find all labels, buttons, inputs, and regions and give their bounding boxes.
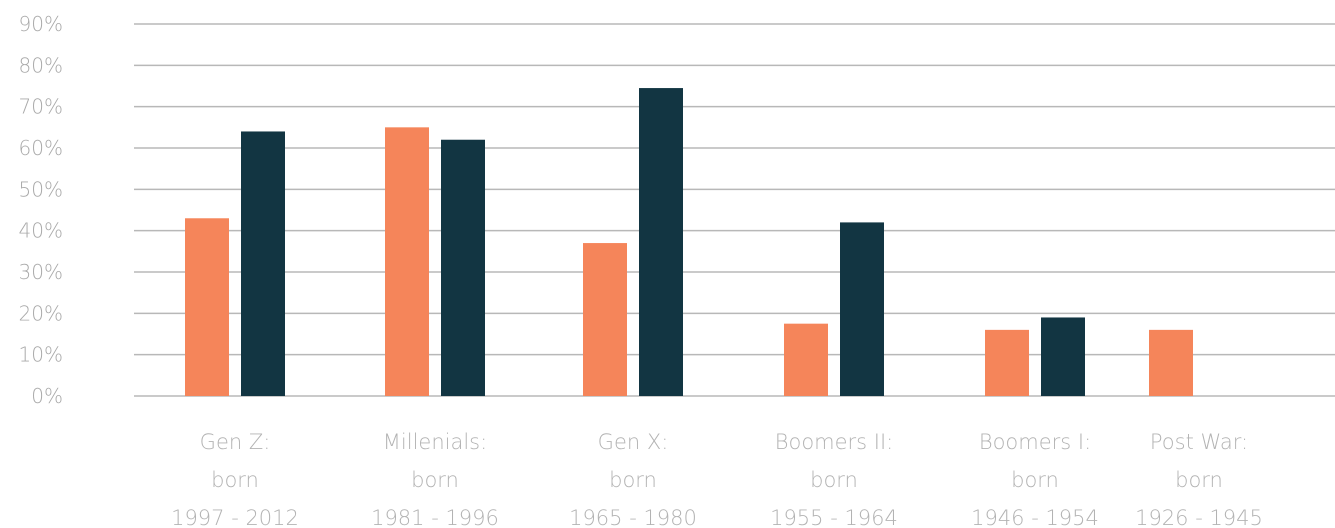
x-category-label: 1946 - 1954	[971, 506, 1099, 528]
x-category-label: 1955 - 1964	[770, 506, 898, 528]
bars	[185, 88, 1193, 397]
y-tick-label: 80%	[19, 53, 63, 77]
x-category-label: born	[810, 468, 858, 492]
x-category-label: 1926 - 1945	[1135, 506, 1263, 528]
gridlines	[134, 23, 1335, 397]
bar-series-2-category-5	[1041, 317, 1085, 396]
x-category-label: Boomers II:	[775, 430, 894, 454]
y-tick-label: 10%	[19, 343, 63, 367]
bar-series-1-category-3	[583, 243, 627, 396]
bar-series-2-category-1	[241, 131, 285, 396]
x-category-label: Post War:	[1150, 430, 1248, 454]
bar-series-2-category-3	[639, 88, 683, 397]
x-category-label: born	[609, 468, 657, 492]
bar-series-1-category-1	[185, 218, 229, 396]
bar-series-1-category-2	[385, 127, 429, 396]
x-category-label: Gen X:	[598, 430, 669, 454]
x-category-label: Millenials:	[383, 430, 487, 454]
y-tick-label: 20%	[19, 301, 63, 325]
x-category-label: 1965 - 1980	[569, 506, 697, 528]
y-tick-label: 40%	[19, 219, 63, 243]
y-tick-label: 70%	[19, 95, 63, 119]
x-category-label: Gen Z:	[200, 430, 271, 454]
y-tick-label: 50%	[19, 177, 63, 201]
y-tick-label: 30%	[19, 260, 63, 284]
y-axis-tick-labels: 0% 10% 20% 30% 40% 50% 60% 70% 80% 90%	[19, 12, 63, 408]
bar-series-1-category-5	[985, 329, 1029, 396]
x-category-label: born	[1011, 468, 1059, 492]
y-tick-label: 0%	[31, 384, 63, 408]
y-tick-label: 90%	[19, 12, 63, 36]
x-category-label: Boomers I:	[979, 430, 1091, 454]
x-category-label: 1981 - 1996	[371, 506, 499, 528]
bar-series-2-category-2	[441, 139, 485, 396]
x-category-label: 1997 - 2012	[171, 506, 299, 528]
y-tick-label: 60%	[19, 136, 63, 160]
x-category-label: born	[211, 468, 259, 492]
bar-series-1-category-4	[784, 323, 828, 396]
bar-series-2-category-4	[840, 222, 884, 396]
x-category-label: born	[1175, 468, 1223, 492]
x-category-label: born	[411, 468, 459, 492]
bar-series-1-category-6	[1149, 329, 1193, 396]
x-axis-category-labels: Gen Z: born 1997 - 2012 Millenials: born 1981…	[171, 430, 1263, 528]
